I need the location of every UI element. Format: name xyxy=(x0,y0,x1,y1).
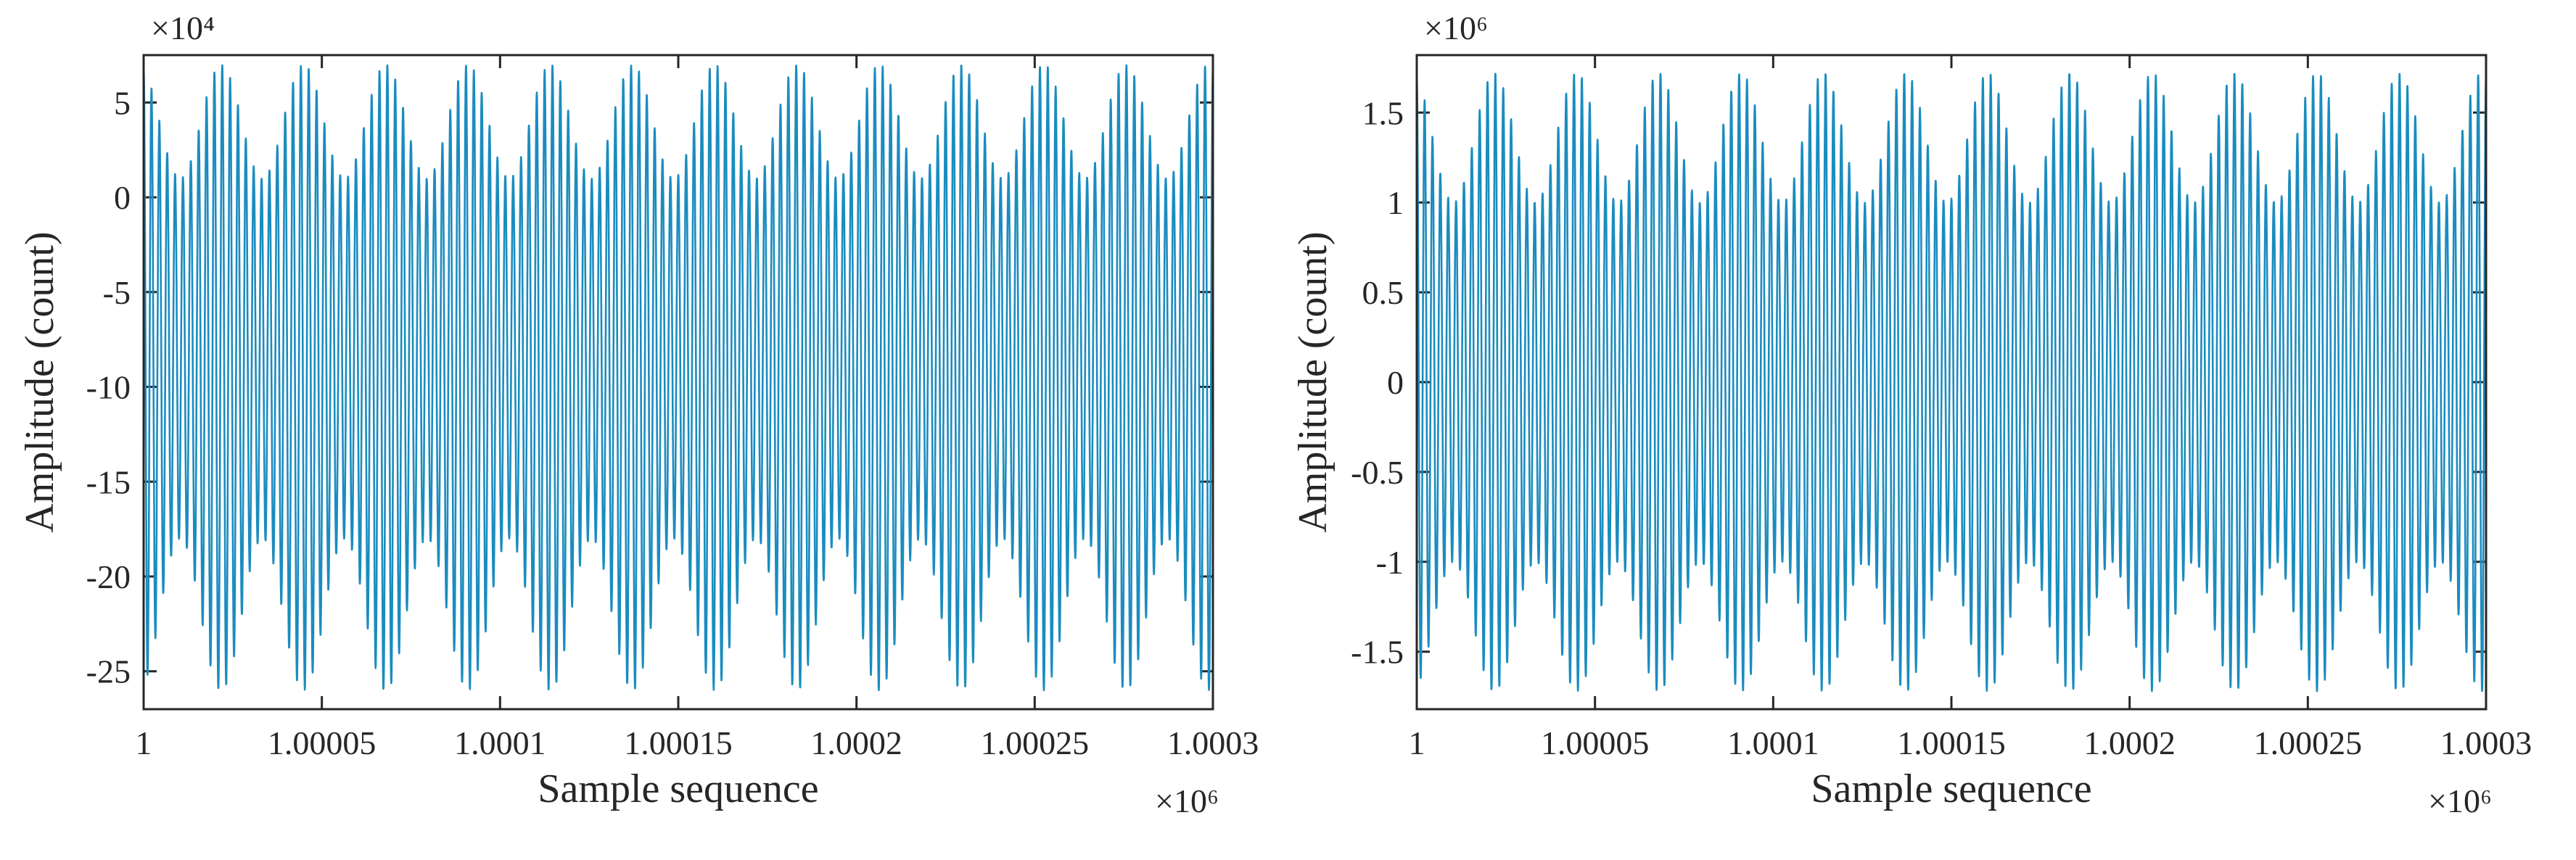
x-tick-label: 1.0001 xyxy=(454,724,546,761)
left-plot-frame xyxy=(142,54,1214,711)
right-x-axis: 1 1.00005 1.0001 1.00015 1.0002 1.00025 1.0003 xyxy=(1409,55,2532,761)
x-tick-label: 1.0002 xyxy=(2083,724,2176,761)
y-tick-label: 1 xyxy=(1387,184,1404,221)
x-tick-label: 1.0002 xyxy=(810,724,902,761)
x-tick-label: 1.0003 xyxy=(1167,724,1259,761)
y-tick-label: 5 xyxy=(114,84,131,121)
left-chart: 5 0 -5 -10 -15 -20 -25 1 1.00005 1.0001 1.00015 1.… xyxy=(17,9,1259,819)
left-y-multiplier: ×10⁴ xyxy=(151,9,215,46)
y-tick-label: 0.5 xyxy=(1362,274,1404,311)
x-tick-label: 1.0001 xyxy=(1727,724,1819,761)
right-y-axis: 1.5 1 0.5 0 -0.5 -1 -1.5 xyxy=(1351,94,2486,671)
y-tick-label: -15 xyxy=(86,463,131,500)
right-x-multiplier: ×10⁶ xyxy=(2428,782,2492,819)
y-tick-label: -1 xyxy=(1376,544,1404,581)
right-x-axis-label: Sample sequence xyxy=(1811,766,2091,811)
x-tick-label: 1.00015 xyxy=(624,724,733,761)
x-tick-label: 1.00005 xyxy=(268,724,376,761)
y-tick-label: -5 xyxy=(103,274,131,311)
y-tick-label: -0.5 xyxy=(1351,454,1404,491)
x-tick-label: 1 xyxy=(1409,724,1425,761)
y-tick-label: -25 xyxy=(86,653,131,690)
x-tick-label: 1.00025 xyxy=(2254,724,2363,761)
right-chart: 1.5 1 0.5 0 -0.5 -1 -1.5 1 1.00005 1.0001 1.00015… xyxy=(1291,9,2532,819)
y-tick-label: 0 xyxy=(114,179,131,216)
x-tick-label: 1.0003 xyxy=(2440,724,2532,761)
right-y-multiplier: ×10⁶ xyxy=(1424,9,1488,46)
y-tick-label: -10 xyxy=(86,369,131,406)
y-tick-label: 0 xyxy=(1387,364,1404,401)
x-tick-label: 1.00005 xyxy=(1541,724,1650,761)
y-tick-label: 1.5 xyxy=(1362,94,1404,131)
y-tick-label: -1.5 xyxy=(1351,634,1404,671)
left-x-multiplier: ×10⁶ xyxy=(1155,782,1219,819)
x-tick-label: 1 xyxy=(136,724,152,761)
left-y-axis-label: Amplitude (count) xyxy=(17,231,62,532)
x-tick-label: 1.00025 xyxy=(981,724,1090,761)
right-y-axis-label: Amplitude (count) xyxy=(1291,231,1336,532)
y-tick-label: -20 xyxy=(86,558,131,595)
right-signal-line xyxy=(1415,73,2487,692)
right-plot-frame xyxy=(1415,54,2487,711)
x-tick-label: 1.00015 xyxy=(1897,724,2006,761)
left-x-axis: 1 1.00005 1.0001 1.00015 1.0002 1.00025 1.0003 xyxy=(136,55,1259,761)
left-x-axis-label: Sample sequence xyxy=(538,766,818,811)
left-signal-line xyxy=(142,64,1214,692)
